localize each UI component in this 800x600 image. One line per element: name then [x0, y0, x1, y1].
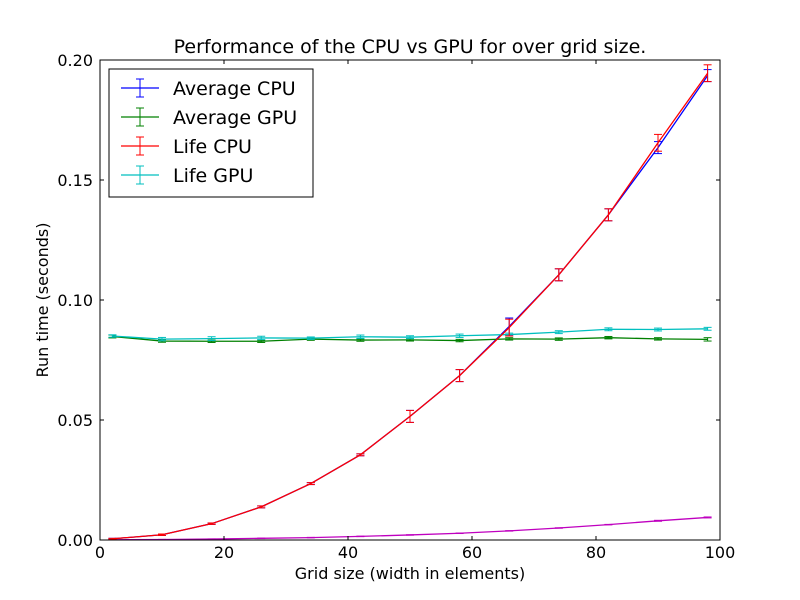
error-bar — [703, 64, 712, 83]
error-bar — [257, 335, 266, 341]
legend-item-average-gpu: Average GPU — [121, 107, 297, 129]
error-bar — [207, 522, 216, 525]
y-tick-label: 0.20 — [57, 51, 93, 70]
y-tick-label: 0.10 — [57, 291, 93, 310]
error-bar — [406, 409, 414, 423]
error-bar — [604, 335, 613, 340]
error-bar — [703, 516, 712, 519]
error-bar — [108, 334, 117, 338]
error-bar — [158, 533, 166, 536]
x-tick-label: 20 — [214, 543, 234, 562]
x-tick-label: 40 — [338, 543, 358, 562]
error-bar — [505, 337, 514, 341]
error-bar — [306, 336, 315, 340]
x-axis-label: Grid size (width in elements) — [295, 564, 525, 583]
series-life-cpu — [108, 64, 712, 540]
error-bar — [356, 453, 365, 457]
legend-label: Life CPU — [173, 136, 252, 158]
error-bar — [654, 337, 662, 341]
error-bar — [554, 337, 563, 341]
y-axis-label: Run time (seconds) — [33, 223, 52, 378]
error-bar — [604, 208, 613, 222]
error-bar — [654, 519, 662, 522]
error-bar — [703, 337, 712, 342]
error-bar — [654, 133, 662, 152]
legend-label: Life GPU — [173, 165, 253, 187]
x-tick-label: 100 — [705, 543, 736, 562]
legend: Average CPU Average GPU Life CPU Life GPU — [108, 68, 314, 198]
error-bar — [505, 318, 514, 337]
x-tick-label: 80 — [586, 543, 606, 562]
error-bar — [554, 268, 563, 282]
series-average-gpu — [108, 334, 712, 343]
legend-item-average-cpu: Average CPU — [121, 78, 296, 100]
error-bar — [455, 369, 464, 383]
y-tick-label: 0.00 — [57, 531, 93, 550]
legend-item-life-cpu: Life CPU — [121, 136, 252, 158]
error-bar — [257, 505, 266, 509]
error-bar — [455, 338, 464, 343]
axis-ticks: 0 20 40 60 80 100 0.00 0.05 0.10 0.15 0.20 — [57, 51, 735, 562]
error-bar — [554, 330, 563, 335]
error-bar — [158, 336, 166, 342]
error-bar — [356, 334, 365, 339]
error-bar — [703, 326, 712, 331]
error-bar — [306, 482, 315, 486]
error-bar — [207, 336, 216, 342]
error-bar — [604, 327, 613, 332]
error-bar — [406, 335, 414, 340]
x-tick-label: 60 — [462, 543, 482, 562]
plot-area — [108, 64, 712, 541]
legend-item-life-gpu: Life GPU — [121, 165, 253, 187]
chart-title: Performance of the CPU vs GPU for over g… — [174, 36, 647, 58]
legend-label: Average CPU — [173, 78, 296, 100]
y-tick-label: 0.15 — [57, 171, 93, 190]
y-tick-label: 0.05 — [57, 411, 93, 430]
error-bar — [455, 333, 464, 338]
error-bar — [654, 327, 662, 332]
error-bar — [108, 537, 117, 540]
legend-box — [108, 68, 314, 198]
legend-label: Average GPU — [173, 107, 297, 129]
x-tick-label: 0 — [95, 543, 105, 562]
